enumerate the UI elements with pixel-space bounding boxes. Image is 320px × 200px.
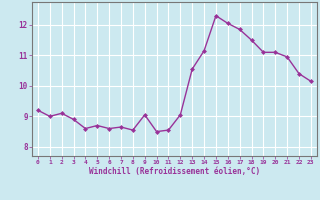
X-axis label: Windchill (Refroidissement éolien,°C): Windchill (Refroidissement éolien,°C): [89, 167, 260, 176]
